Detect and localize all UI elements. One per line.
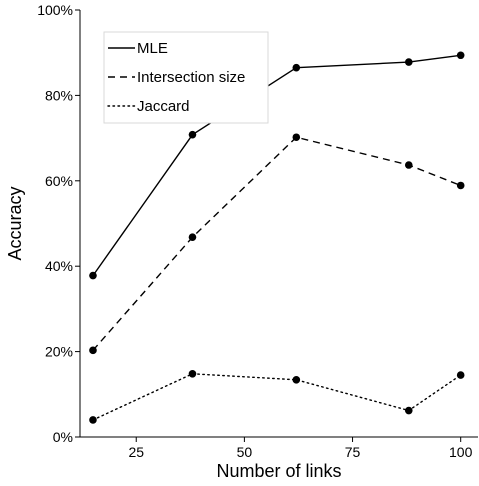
data-point xyxy=(456,181,465,190)
y-tick-label: 80% xyxy=(45,87,73,103)
data-point xyxy=(404,161,413,169)
data-point xyxy=(404,406,413,415)
data-point xyxy=(188,130,197,139)
legend-label: Intersection size xyxy=(137,69,245,86)
data-point xyxy=(292,63,301,72)
data-point xyxy=(89,271,97,280)
data-point xyxy=(89,346,97,355)
data-point xyxy=(188,370,197,378)
x-tick-label: 50 xyxy=(237,444,253,460)
data-point xyxy=(89,416,97,424)
legend-label: MLE xyxy=(137,40,168,57)
y-axis-title: Accuracy xyxy=(5,186,25,260)
series-mle xyxy=(89,51,465,280)
x-axis-title: Number of links xyxy=(216,461,341,481)
data-point xyxy=(292,133,301,142)
y-tick-label: 100% xyxy=(37,2,73,18)
data-point xyxy=(456,51,465,60)
series-line xyxy=(92,373,462,421)
data-point xyxy=(292,375,301,384)
axes: 0% 20% 40% 60% 80% 100% 25 50 75 100 Number of lin… xyxy=(5,2,478,481)
data-point xyxy=(188,233,197,241)
legend-label: Jaccard xyxy=(137,98,190,115)
y-tick-label: 20% xyxy=(45,344,73,360)
legend: MLE Intersection size Jaccard xyxy=(103,31,269,124)
x-tick-label: 25 xyxy=(128,444,144,460)
data-point xyxy=(404,58,413,66)
data-point xyxy=(456,371,465,379)
y-tick-label: 0% xyxy=(53,429,73,445)
y-tick-label: 60% xyxy=(45,173,73,189)
series-line xyxy=(92,136,461,351)
series-jaccard xyxy=(89,370,465,424)
x-tick-label: 100 xyxy=(449,444,473,460)
series-group xyxy=(89,51,465,424)
x-tick-label: 75 xyxy=(345,444,361,460)
y-tick-label: 40% xyxy=(45,258,73,274)
legend-box xyxy=(103,31,269,124)
series-intersection-size xyxy=(89,133,465,355)
